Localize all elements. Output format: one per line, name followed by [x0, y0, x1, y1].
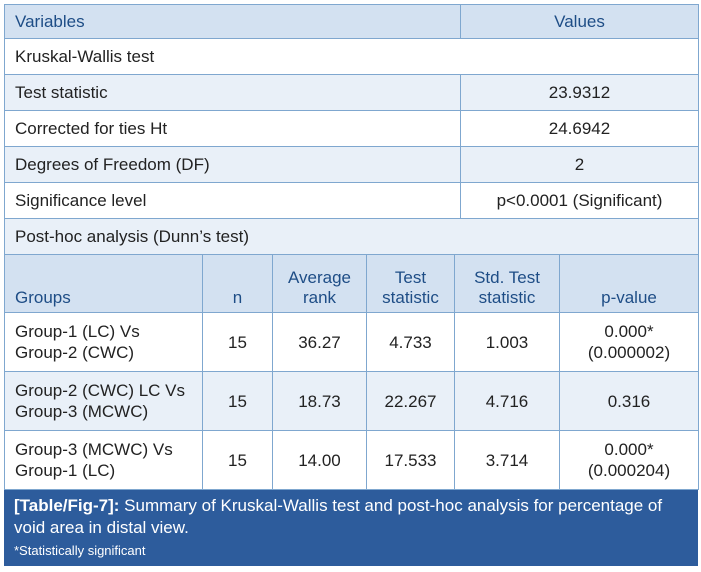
std-stat-cell: 3.714 — [454, 430, 560, 490]
p-value-cell: 0.000* (0.000002) — [559, 312, 699, 372]
caption-text: [Table/Fig-7]: Summary of Kruskal-Wallis… — [14, 495, 688, 539]
table-figure: Variables Values Kruskal-Wallis test Tes… — [4, 4, 699, 566]
avg-rank-cell: 14.00 — [272, 430, 367, 490]
avg-rank-cell: 36.27 — [272, 312, 367, 372]
header-groups: Groups — [4, 254, 203, 313]
row-value: p<0.0001 (Significant) — [460, 182, 699, 219]
n-cell: 15 — [202, 312, 273, 372]
std-stat-cell: 1.003 — [454, 312, 560, 372]
figure-caption: [Table/Fig-7]: Summary of Kruskal-Wallis… — [4, 490, 698, 566]
row-value: 2 — [460, 146, 699, 183]
row-label: Degrees of Freedom (DF) — [4, 146, 461, 183]
row-value: 23.9312 — [460, 74, 699, 111]
posthoc-label-row: Post-hoc analysis (Dunn’s test) — [4, 218, 699, 255]
header-std-test-statistic: Std. Test statistic — [454, 254, 560, 313]
section-row: Kruskal-Wallis test — [4, 38, 699, 75]
table-row: Degrees of Freedom (DF) 2 — [4, 146, 699, 183]
group-cell: Group-2 (CWC) LC Vs Group-3 (MCWC) — [4, 371, 203, 431]
table-row: Corrected for ties Ht 24.6942 — [4, 110, 699, 147]
avg-rank-cell: 18.73 — [272, 371, 367, 431]
row-label: Corrected for ties Ht — [4, 110, 461, 147]
row-value: 24.6942 — [460, 110, 699, 147]
header-values: Values — [460, 4, 699, 39]
table-row: Significance level p<0.0001 (Significant… — [4, 182, 699, 219]
table-row: Group-1 (LC) Vs Group-2 (CWC) 15 36.27 4.… — [4, 312, 699, 372]
posthoc-label: Post-hoc analysis (Dunn’s test) — [4, 218, 699, 255]
group-cell: Group-3 (MCWC) Vs Group-1 (LC) — [4, 430, 203, 490]
header-test-statistic: Test statistic — [366, 254, 455, 313]
test-stat-cell: 17.533 — [366, 430, 455, 490]
header-variables: Variables — [4, 4, 461, 39]
table-row: Group-3 (MCWC) Vs Group-1 (LC) 15 14.00 1… — [4, 430, 699, 490]
group-cell: Group-1 (LC) Vs Group-2 (CWC) — [4, 312, 203, 372]
summary-table: Variables Values Kruskal-Wallis test Tes… — [4, 4, 699, 255]
caption-tag: [Table/Fig-7]: — [14, 496, 120, 515]
table-row: Group-2 (CWC) LC Vs Group-3 (MCWC) 15 18.… — [4, 371, 699, 431]
caption-body: Summary of Kruskal-Wallis test and post-… — [14, 496, 663, 537]
table-row: Test statistic 23.9312 — [4, 74, 699, 111]
caption-footnote: *Statistically significant — [14, 543, 146, 558]
summary-header-row: Variables Values — [4, 4, 699, 39]
n-cell: 15 — [202, 430, 273, 490]
n-cell: 15 — [202, 371, 273, 431]
posthoc-table: Groups n Average rank Test statistic Std. … — [4, 254, 699, 490]
test-stat-cell: 22.267 — [366, 371, 455, 431]
header-p-value: p-value — [559, 254, 699, 313]
header-n: n — [202, 254, 273, 313]
row-label: Test statistic — [4, 74, 461, 111]
row-label: Significance level — [4, 182, 461, 219]
test-stat-cell: 4.733 — [366, 312, 455, 372]
header-average-rank: Average rank — [272, 254, 367, 313]
p-value-cell: 0.316 — [559, 371, 699, 431]
std-stat-cell: 4.716 — [454, 371, 560, 431]
p-value-cell: 0.000* (0.000204) — [559, 430, 699, 490]
section-label: Kruskal-Wallis test — [4, 38, 699, 75]
posthoc-header-row: Groups n Average rank Test statistic Std. … — [4, 254, 699, 313]
